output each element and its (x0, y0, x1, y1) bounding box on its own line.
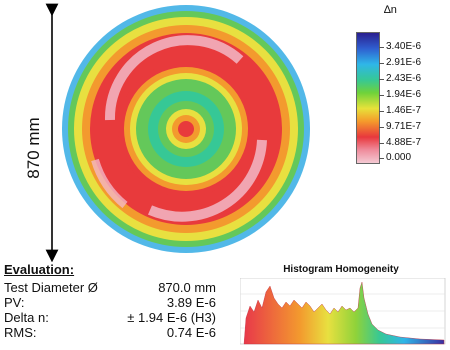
evaluation-row: Delta n: ± 1.94 E-6 (H3) (4, 310, 228, 325)
evaluation-value: ± 1.94 E-6 (H3) (127, 310, 216, 325)
evaluation-panel: Evaluation: Test Diameter Ø 870.0 mm PV:… (4, 262, 228, 340)
histogram-area (243, 281, 445, 345)
evaluation-row: RMS: 0.74 E-6 (4, 325, 228, 340)
scale-label: 2.91E-6 (378, 57, 422, 68)
color-scale-labels: 3.40E-6 2.91E-6 2.43E-6 1.94E-6 1.46E-7 … (378, 32, 450, 164)
scale-label: 0.000 (378, 152, 412, 163)
evaluation-value: 3.89 E-6 (166, 295, 216, 310)
evaluation-row: PV: 3.89 E-6 (4, 295, 228, 310)
histogram-title: Histogram Homogeneity (283, 264, 399, 275)
scale-title: ∆n (384, 4, 397, 16)
scale-label: 3.40E-6 (378, 41, 422, 52)
scale-label: 9.71E-7 (378, 121, 422, 132)
evaluation-value: 0.74 E-6 (166, 325, 216, 340)
evaluation-label: RMS: (4, 325, 37, 340)
evaluation-label: Test Diameter Ø (4, 280, 98, 295)
diameter-text: 870 mm (24, 117, 43, 179)
evaluation-title: Evaluation: (4, 262, 75, 277)
scale-label: 4.88E-7 (378, 137, 422, 148)
evaluation-label: PV: (4, 295, 25, 310)
interferogram-disc (62, 5, 312, 254)
color-scale-bar (356, 32, 380, 164)
homogeneity-map (45, 3, 312, 262)
evaluation-row: Test Diameter Ø 870.0 mm (4, 280, 228, 295)
histogram-plot (240, 278, 446, 345)
diameter-label: 870 mm (14, 117, 54, 179)
scale-label: 1.46E-7 (378, 105, 422, 116)
evaluation-label: Delta n: (4, 310, 49, 325)
evaluation-value: 870.0 mm (158, 280, 216, 295)
scale-label: 1.94E-6 (378, 89, 422, 100)
scale-label: 2.43E-6 (378, 73, 422, 84)
